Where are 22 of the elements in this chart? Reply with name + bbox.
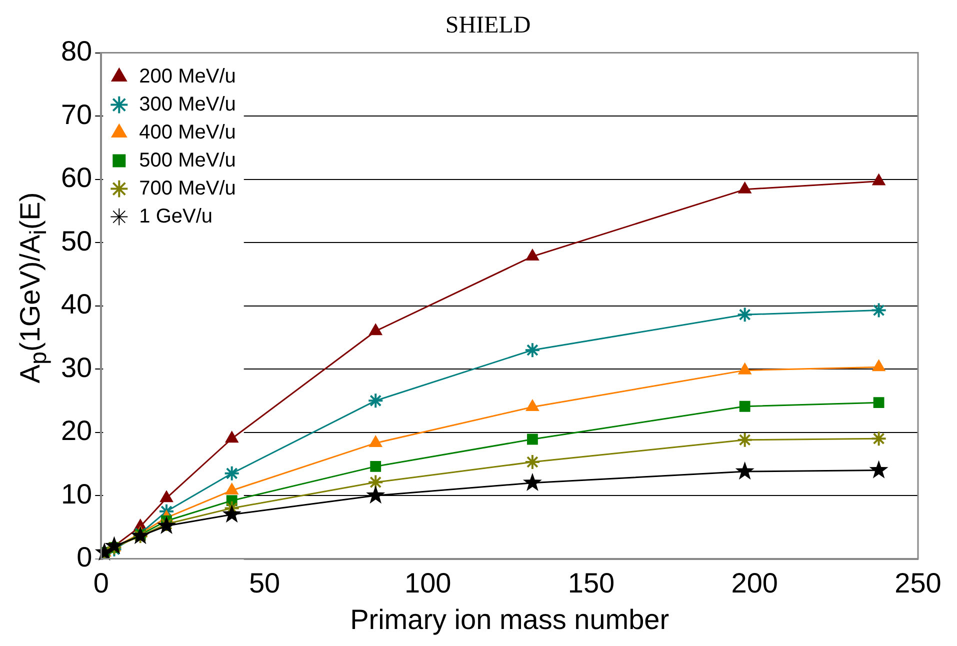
legend-label: 400 MeV/u bbox=[139, 121, 236, 144]
legend-label: 500 MeV/u bbox=[139, 149, 236, 172]
x-tick-label: 200 bbox=[731, 567, 778, 598]
legend-label: 1 GeV/u bbox=[139, 205, 213, 228]
y-tick-label: 50 bbox=[60, 225, 92, 256]
legend-label: 200 MeV/u bbox=[139, 65, 236, 88]
legend-label: 300 MeV/u bbox=[139, 93, 236, 116]
x-tick-label: 150 bbox=[568, 567, 615, 598]
y-tick-label: 10 bbox=[60, 478, 92, 510]
x-axis-title: Primary ion mass number bbox=[350, 604, 670, 635]
y-tick-label: 0 bbox=[76, 542, 92, 573]
y-tick-label: 80 bbox=[60, 36, 92, 67]
chart-title: SHIELD bbox=[445, 12, 531, 39]
y-tick-label: 30 bbox=[60, 352, 92, 383]
legend-label: 700 MeV/u bbox=[139, 177, 236, 200]
x-tick-label: 250 bbox=[894, 567, 942, 598]
y-tick-label: 20 bbox=[60, 415, 92, 446]
y-tick-label: 60 bbox=[60, 162, 92, 194]
x-tick-label: 50 bbox=[248, 567, 280, 598]
y-tick-label: 70 bbox=[60, 98, 92, 130]
y-tick-label: 40 bbox=[60, 288, 92, 320]
x-tick-label: 100 bbox=[404, 567, 452, 598]
